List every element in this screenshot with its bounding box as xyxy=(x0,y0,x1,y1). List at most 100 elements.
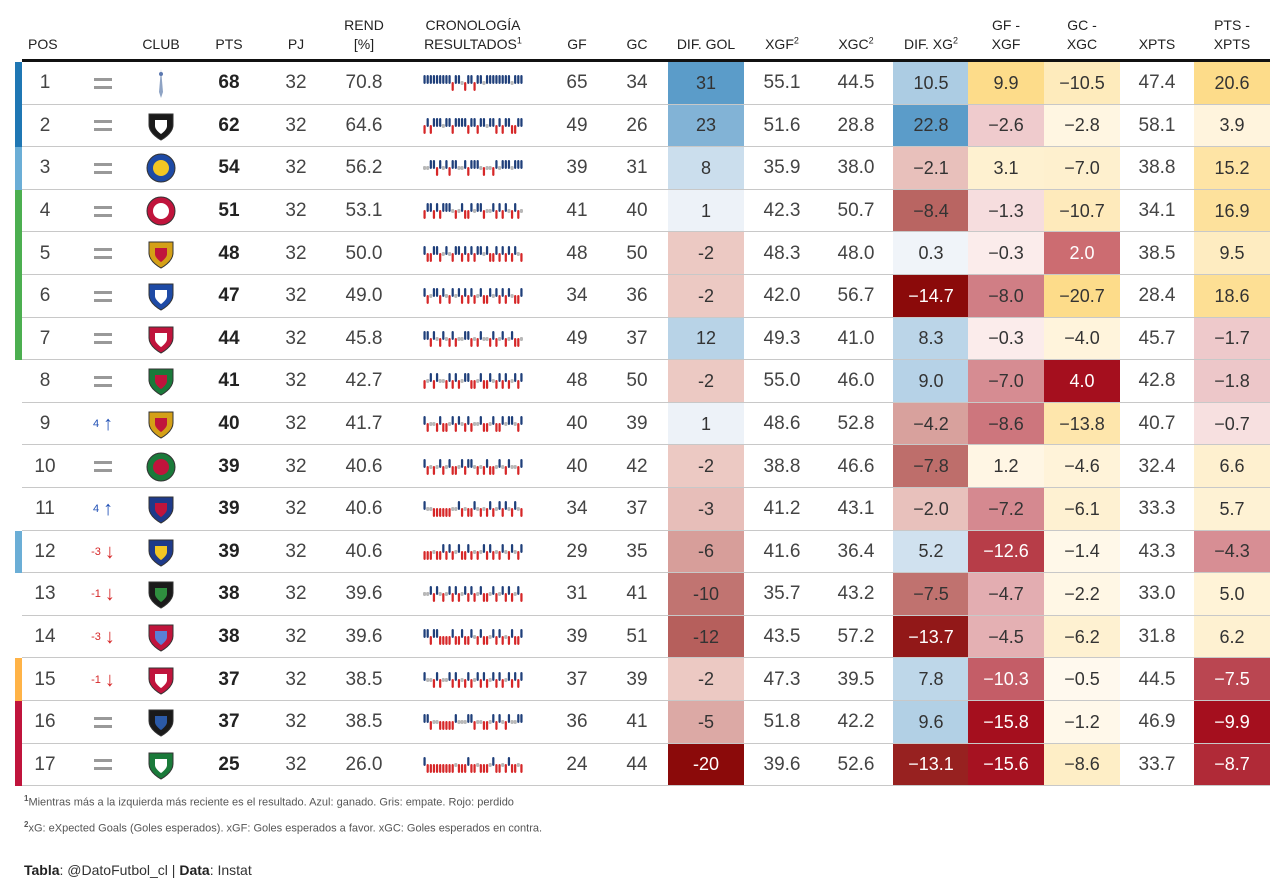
result-loss-mark xyxy=(457,380,461,390)
xgf-cell: 48.6 xyxy=(763,413,801,435)
gc-minus-xgc-cell: −20.7 xyxy=(1044,275,1120,318)
position-cell: 17 xyxy=(34,753,56,775)
result-win-mark xyxy=(423,629,426,639)
result-win-mark xyxy=(448,458,451,468)
result-loss-mark xyxy=(442,763,445,773)
result-win-mark xyxy=(517,117,520,127)
result-win-mark xyxy=(435,117,439,127)
row-divider xyxy=(22,231,1270,233)
no-change-icon xyxy=(94,375,112,387)
xgc-cell: 38.0 xyxy=(837,157,875,179)
xpts-cell: 38.5 xyxy=(1138,242,1176,264)
result-loss-mark xyxy=(520,508,523,518)
position-change xyxy=(71,232,135,275)
result-win-mark xyxy=(439,117,442,127)
result-loss-mark xyxy=(460,550,464,560)
goals-against-cell: 37 xyxy=(626,327,648,349)
played-cell: 32 xyxy=(285,753,307,775)
position-change xyxy=(71,360,135,403)
result-draw-mark xyxy=(476,294,480,299)
change-value: 4 xyxy=(92,503,100,516)
result-draw-mark xyxy=(510,294,514,299)
xpts-cell: 32.4 xyxy=(1138,455,1176,477)
no-change-icon xyxy=(94,716,112,728)
results-chronology xyxy=(423,318,527,361)
result-loss-mark xyxy=(514,763,517,773)
xg-diff-cell: −2.0 xyxy=(893,488,969,531)
result-draw-mark xyxy=(454,549,458,554)
goals-for-cell: 49 xyxy=(566,114,588,136)
goal-diff-cell: 31 xyxy=(668,62,744,105)
result-loss-mark xyxy=(510,763,514,773)
result-loss-mark xyxy=(504,763,507,773)
result-draw-mark xyxy=(482,251,486,256)
result-loss-mark xyxy=(517,380,520,390)
position-change: -3 ↓ xyxy=(71,531,135,574)
result-loss-mark xyxy=(442,636,445,646)
result-win-mark xyxy=(479,586,482,596)
result-loss-mark xyxy=(423,124,426,134)
result-win-mark xyxy=(448,671,451,681)
result-draw-mark xyxy=(460,592,464,597)
pts-minus-xpts-cell: −7.5 xyxy=(1194,658,1270,701)
zone-band xyxy=(15,275,22,318)
result-draw-mark xyxy=(454,507,458,512)
result-draw-mark xyxy=(476,379,480,384)
points-cell: 48 xyxy=(218,242,240,264)
result-loss-mark xyxy=(435,508,439,518)
result-loss-mark xyxy=(492,167,495,177)
result-win-mark xyxy=(520,160,523,170)
goal-diff-cell: -3 xyxy=(668,488,744,531)
result-draw-mark xyxy=(441,123,445,128)
result-win-mark xyxy=(504,75,507,85)
gf-minus-xgf-cell: −15.6 xyxy=(968,743,1044,787)
pts-minus-xpts-cell: 6.6 xyxy=(1194,445,1270,488)
result-win-mark xyxy=(467,373,470,383)
header-gc-xgc: GC - XGC xyxy=(1066,17,1098,52)
result-loss-mark xyxy=(476,124,479,134)
uc-crest-icon xyxy=(141,190,181,233)
result-draw-mark xyxy=(457,720,461,725)
goals-against-cell: 39 xyxy=(626,413,648,435)
header-gf: GF xyxy=(567,36,587,52)
row-divider xyxy=(22,401,1270,403)
result-win-mark xyxy=(457,75,461,85)
result-draw-mark xyxy=(482,336,486,341)
result-win-mark xyxy=(470,75,473,85)
result-draw-mark xyxy=(444,294,448,299)
table-row: 6 47 32 49.0 34 36 -2 42.0 56.7 −14.7 −8.0 −20.7 28.… xyxy=(15,275,1270,318)
result-win-mark xyxy=(514,501,517,511)
result-win-mark xyxy=(476,671,479,681)
result-loss-mark xyxy=(501,380,504,390)
points-cell: 68 xyxy=(218,72,240,94)
xgc-cell: 39.5 xyxy=(837,668,875,690)
result-win-mark xyxy=(476,245,479,255)
result-win-mark xyxy=(479,629,482,639)
result-draw-mark xyxy=(504,677,508,682)
result-loss-mark xyxy=(435,423,439,433)
performance-cell: 38.5 xyxy=(345,711,383,733)
result-win-mark xyxy=(439,416,442,426)
result-draw-mark xyxy=(476,762,480,767)
performance-cell: 45.8 xyxy=(345,327,383,349)
xgc-cell: 36.4 xyxy=(837,540,875,562)
result-win-mark xyxy=(445,203,448,213)
performance-cell: 70.8 xyxy=(345,72,383,94)
result-draw-mark xyxy=(441,379,445,384)
result-loss-mark xyxy=(451,380,454,390)
huachipato-crest-icon xyxy=(141,701,181,744)
gc-minus-xgc-cell: −4.0 xyxy=(1044,317,1120,361)
result-draw-mark xyxy=(457,209,461,214)
result-win-mark xyxy=(464,160,467,170)
goals-for-cell: 41 xyxy=(566,200,588,222)
result-loss-mark xyxy=(435,167,439,177)
result-win-mark xyxy=(514,75,517,85)
result-draw-mark xyxy=(429,677,433,682)
result-win-mark xyxy=(501,288,504,298)
result-loss-mark xyxy=(454,465,457,475)
result-win-mark xyxy=(514,203,517,213)
pts-minus-xpts-cell: −1.7 xyxy=(1194,317,1270,361)
result-win-mark xyxy=(460,458,464,468)
result-draw-mark xyxy=(444,464,448,469)
result-win-mark xyxy=(451,416,454,426)
